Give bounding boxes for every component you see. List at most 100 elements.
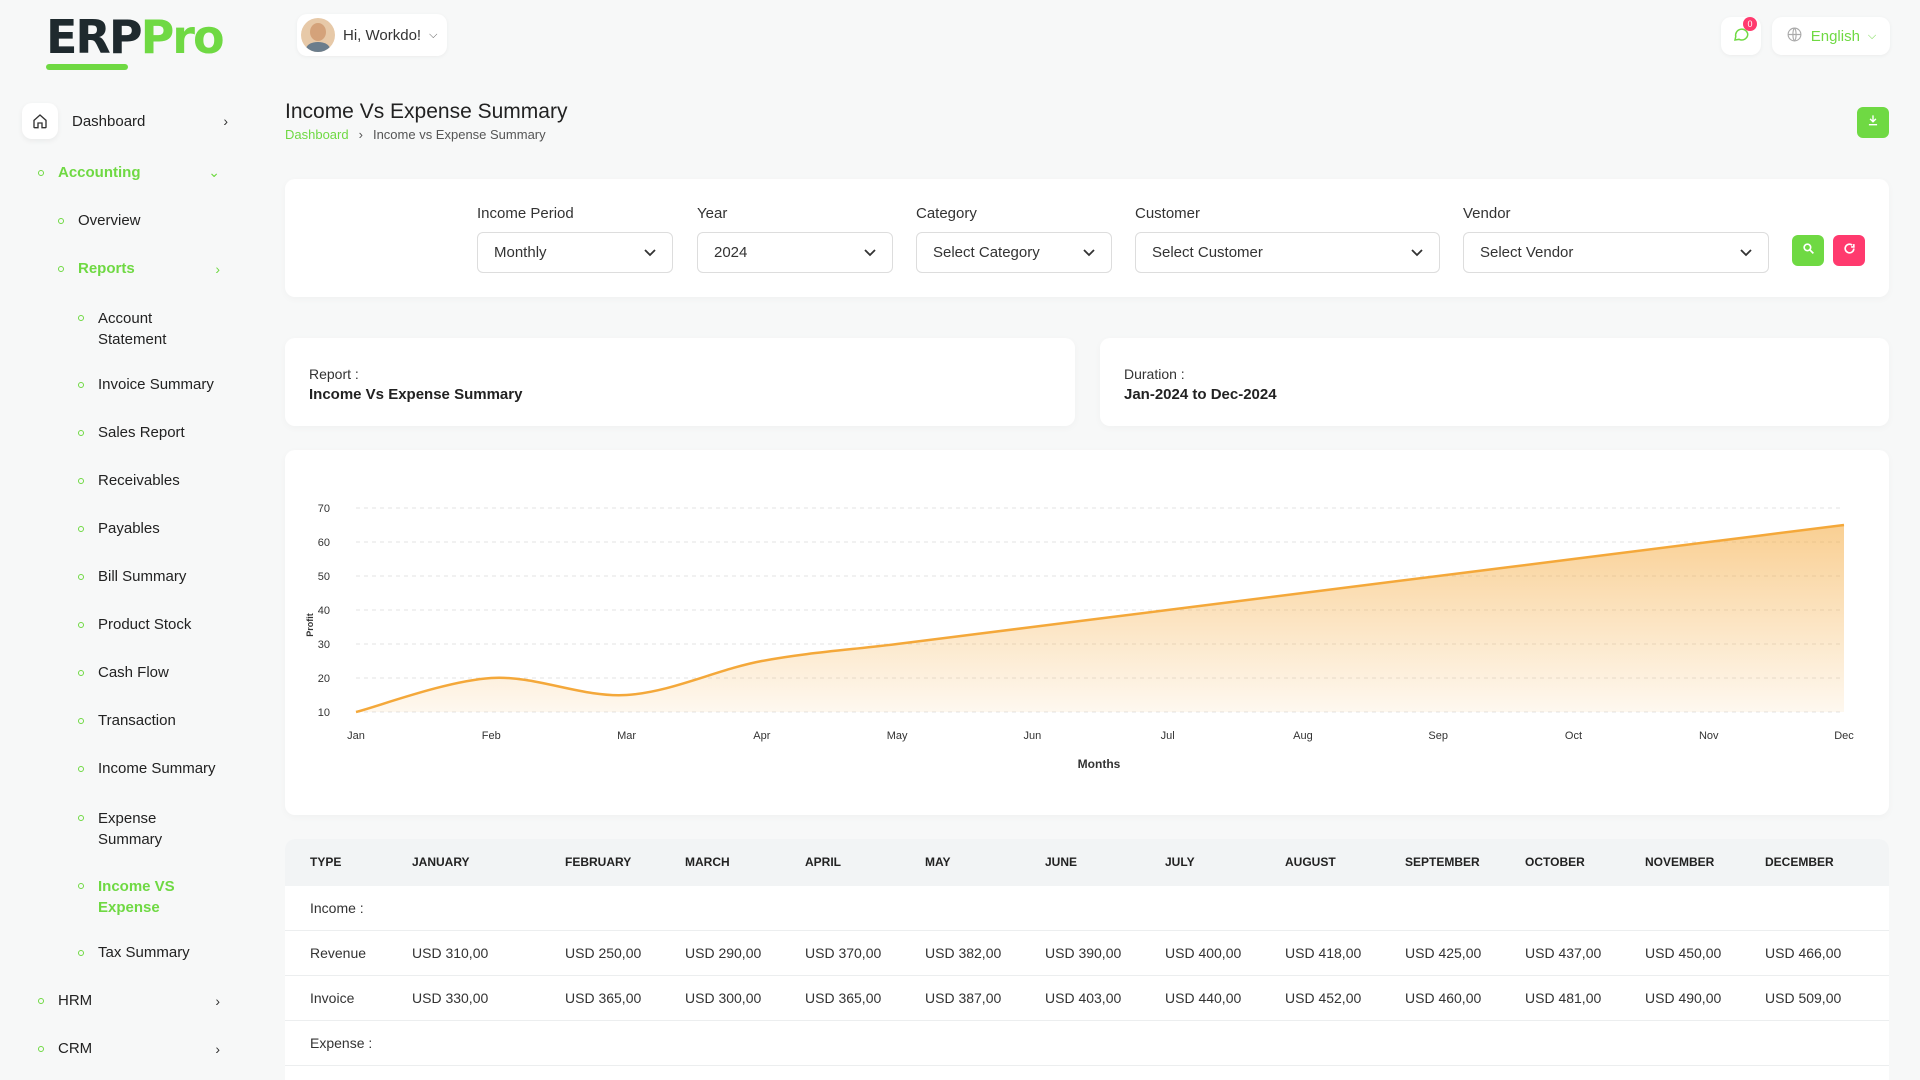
table-row: Revenue USD 310,00 USD 250,00 USD 290,00 USD… <box>285 931 1889 976</box>
sidebar-item-label: Income VS Expense <box>98 878 175 916</box>
user-greeting: Hi, Workdo! <box>343 26 422 44</box>
sidebar-item-income-vs-expense[interactable]: Income VS Expense <box>78 876 228 918</box>
chart-y-axis: 10 20 30 40 50 60 70 <box>318 503 330 719</box>
category-select[interactable]: Select Category <box>916 232 1112 273</box>
y-tick-label: 10 <box>318 707 330 719</box>
vendor-label: Vendor <box>1463 205 1511 222</box>
download-button[interactable] <box>1857 107 1889 138</box>
year-label: Year <box>697 205 728 222</box>
sidebar-item-label: Transaction <box>98 712 176 729</box>
sidebar-item-account-statement[interactable]: Account Statement <box>78 308 228 350</box>
table-row-income-heading: Income : <box>285 886 1889 931</box>
breadcrumb: Dashboard › Income vs Expense Summary <box>285 127 546 142</box>
sidebar-item-payables[interactable]: Payables <box>78 520 238 537</box>
sidebar-item-transaction[interactable]: Transaction <box>78 712 238 729</box>
x-tick-label: May <box>887 730 908 742</box>
select-value: Select Customer <box>1152 244 1263 261</box>
table-cell: USD 300,00 <box>685 990 762 1006</box>
table-cell: USD 390,00 <box>1045 945 1122 961</box>
vendor-filter: Vendor Select Vendor <box>1463 205 1769 273</box>
bullet-icon <box>78 573 84 580</box>
column-header: SEPTEMBER <box>1405 855 1480 869</box>
x-tick-label: Jul <box>1161 730 1175 742</box>
x-tick-label: Aug <box>1293 730 1313 742</box>
expense-section-label: Expense : <box>310 1035 373 1051</box>
table-cell: USD 310,00 <box>412 945 489 961</box>
y-tick-label: 40 <box>318 605 330 617</box>
bullet-icon <box>78 429 84 436</box>
income-period-label: Income Period <box>477 205 574 222</box>
x-tick-label: Apr <box>753 730 770 742</box>
sidebar-item-overview[interactable]: Overview <box>58 212 218 229</box>
income-section-label: Income : <box>310 900 364 916</box>
year-filter: Year 2024 <box>697 205 893 273</box>
sidebar-item-label: Cash Flow <box>98 664 169 681</box>
breadcrumb-dashboard-link[interactable]: Dashboard <box>285 127 349 142</box>
sidebar-item-sales-report[interactable]: Sales Report <box>78 424 238 441</box>
sidebar-item-label: Income Summary <box>98 760 216 777</box>
table-cell: USD 400,00 <box>1165 945 1242 961</box>
sidebar-item-tax-summary[interactable]: Tax Summary <box>78 944 238 961</box>
sidebar-item-label: Invoice Summary <box>98 376 214 393</box>
home-icon <box>22 103 58 139</box>
table-cell: USD 440,00 <box>1165 990 1242 1006</box>
table-cell: USD 330,00 <box>412 990 489 1006</box>
table-cell: USD 387,00 <box>925 990 1002 1006</box>
logo-underline <box>46 64 128 70</box>
customer-label: Customer <box>1135 205 1201 222</box>
column-header: JULY <box>1165 855 1195 869</box>
chevron-down-icon: ⌵ <box>1867 29 1877 42</box>
duration-label: Duration : <box>1124 366 1185 382</box>
chart-x-axis: Jan Feb Mar Apr May Jun Jul Aug Sep Oct Nov Dec <box>347 730 1854 742</box>
y-tick-label: 60 <box>318 537 330 549</box>
bullet-icon <box>38 997 44 1004</box>
search-button[interactable] <box>1792 235 1824 266</box>
category-filter: Category Select Category <box>916 205 1112 273</box>
income-expense-chart-card: 10 20 30 40 50 60 70 Jan Feb Mar Apr May Jun Jul Aug S… <box>285 450 1889 815</box>
brand-logo[interactable]: ERPPro <box>46 14 225 60</box>
table-cell: USD 250,00 <box>565 945 642 961</box>
duration-info-card: Duration : Jan-2024 to Dec-2024 <box>1100 338 1889 426</box>
row-type-cell: Revenue <box>310 945 367 961</box>
globe-icon <box>1786 26 1803 47</box>
logo-pro: Pro <box>140 10 225 64</box>
chevron-right-icon: › <box>358 127 363 142</box>
table-cell: USD 403,00 <box>1045 990 1122 1006</box>
sidebar-item-accounting[interactable]: Accounting ⌄ <box>38 164 224 181</box>
vendor-select[interactable]: Select Vendor <box>1463 232 1769 273</box>
download-icon <box>1866 113 1880 132</box>
sidebar-item-reports[interactable]: Reports › <box>58 260 224 277</box>
notifications-button[interactable]: 0 <box>1721 17 1761 55</box>
chart-line <box>355 523 1845 714</box>
sidebar-item-expense-summary[interactable]: Expense Summary <box>78 808 228 850</box>
sidebar-item-crm[interactable]: CRM › <box>38 1040 224 1057</box>
sidebar-item-cash-flow[interactable]: Cash Flow <box>78 664 238 681</box>
sidebar-item-label: Payables <box>98 520 160 537</box>
sidebar-item-product-stock[interactable]: Product Stock <box>78 616 238 633</box>
sidebar-item-income-summary[interactable]: Income Summary <box>78 760 238 777</box>
table-cell: USD 452,00 <box>1285 990 1362 1006</box>
refresh-icon <box>1843 242 1856 260</box>
income-period-select[interactable]: Monthly <box>477 232 673 273</box>
bullet-icon <box>78 669 84 676</box>
column-header: AUGUST <box>1285 855 1336 869</box>
user-menu[interactable]: Hi, Workdo! ⌵ <box>297 14 448 56</box>
sidebar-item-receivables[interactable]: Receivables <box>78 472 238 489</box>
year-select[interactable]: 2024 <box>697 232 893 273</box>
sidebar-item-label: Expense Summary <box>98 810 163 848</box>
column-header: TYPE <box>310 855 342 869</box>
sidebar-item-label: Overview <box>78 212 141 229</box>
customer-select[interactable]: Select Customer <box>1135 232 1440 273</box>
chevron-down-icon <box>644 244 656 261</box>
reset-button[interactable] <box>1833 235 1865 266</box>
sidebar-item-bill-summary[interactable]: Bill Summary <box>78 568 238 585</box>
notification-count-badge: 0 <box>1743 17 1757 31</box>
language-selector[interactable]: English ⌵ <box>1772 17 1890 55</box>
sidebar-item-dashboard[interactable]: Dashboard › <box>22 98 232 144</box>
category-label: Category <box>916 205 977 222</box>
income-expense-chart: 10 20 30 40 50 60 70 Jan Feb Mar Apr May Jun Jul Aug S… <box>305 503 1854 771</box>
column-header: MAY <box>925 855 951 869</box>
sidebar-item-invoice-summary[interactable]: Invoice Summary <box>78 376 238 393</box>
sidebar-item-label: Dashboard <box>72 112 146 130</box>
sidebar-item-hrm[interactable]: HRM › <box>38 992 224 1009</box>
